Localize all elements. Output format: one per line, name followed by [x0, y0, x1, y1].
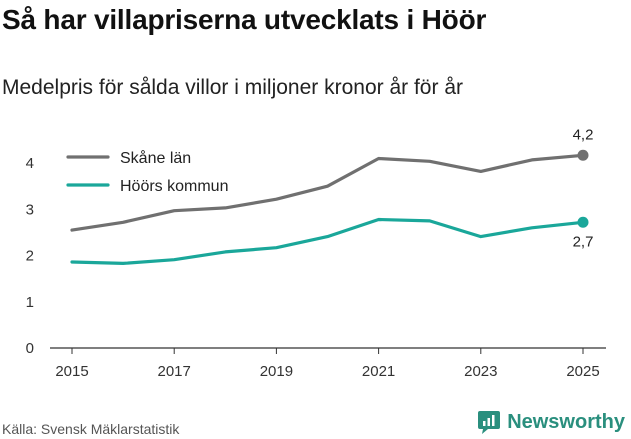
- y-tick-label-2: 2: [26, 248, 34, 265]
- x-tick-label-2015: 2015: [55, 363, 88, 380]
- y-tick-label-1: 1: [26, 294, 34, 311]
- series-end-dot-1: [577, 216, 589, 228]
- series-layer: 4,2 2,7: [70, 126, 594, 265]
- series-end-label-0: 4,2: [573, 126, 594, 143]
- series-line-1: [70, 217, 585, 265]
- x-tick-label-2023: 2023: [464, 363, 497, 380]
- line-chart: 2015 2017 2019 2021 2023 2025 0 1 2 3 4 4,2 2,7 Skå…: [26, 126, 606, 380]
- y-tick-label-0: 0: [26, 340, 34, 357]
- newsworthy-logo-icon: [478, 411, 501, 434]
- series-end-dot-0: [577, 149, 589, 161]
- series-line-0: [70, 153, 585, 232]
- source-note: Källa: Svensk Mäklarstatistik: [2, 421, 180, 437]
- series-end-label-1: 2,7: [573, 233, 594, 250]
- axis-layer: 2015 2017 2019 2021 2023 2025 0 1 2 3 4: [26, 155, 606, 380]
- legend: Skåne län Höörs kommun: [60, 142, 268, 198]
- legend-label-0: Skåne län: [120, 149, 191, 167]
- x-tick-label-2021: 2021: [362, 363, 395, 380]
- x-tick-label-2017: 2017: [158, 363, 191, 380]
- legend-background: [60, 142, 268, 198]
- brand-logo: Newsworthy: [477, 407, 625, 437]
- chart-subtitle: Medelpris för sålda villor i miljoner kr…: [2, 76, 463, 99]
- y-tick-label-3: 3: [26, 201, 34, 218]
- chart-title: Så har villapriserna utvecklats i Höör: [2, 4, 487, 35]
- brand-name: Newsworthy: [507, 410, 625, 433]
- x-tick-label-2025: 2025: [566, 363, 599, 380]
- y-tick-label-4: 4: [26, 155, 34, 172]
- legend-label-1: Höörs kommun: [120, 178, 228, 195]
- x-tick-label-2019: 2019: [260, 363, 293, 380]
